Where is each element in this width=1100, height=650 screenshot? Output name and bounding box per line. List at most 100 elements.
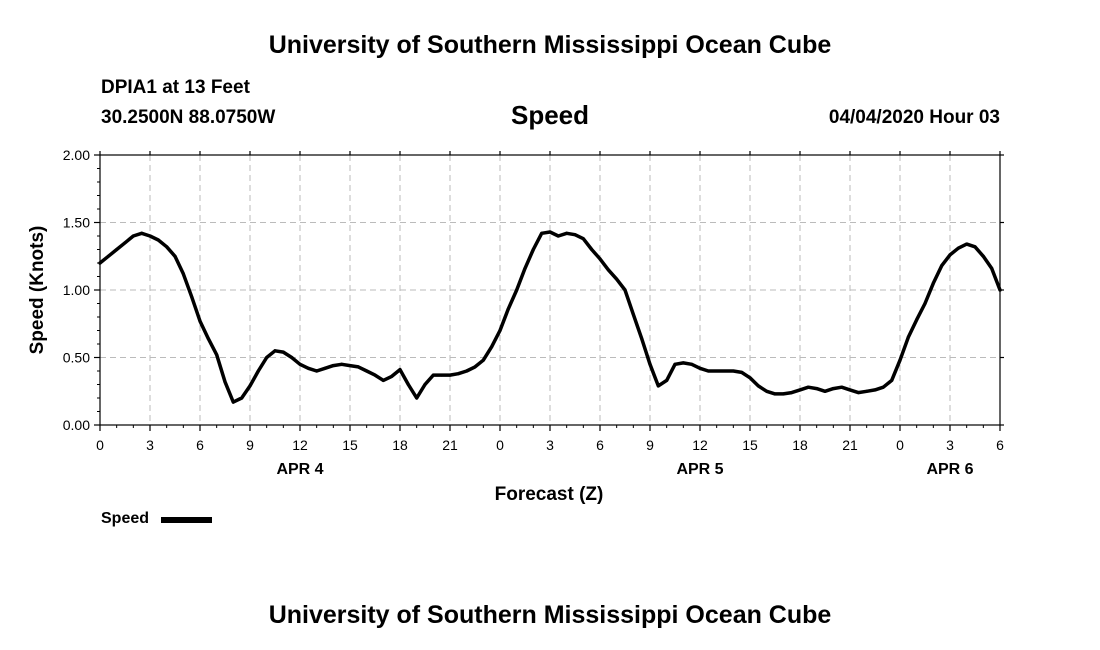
day-label: APR 4	[276, 461, 323, 478]
data-point	[890, 378, 894, 382]
data-point	[340, 362, 344, 366]
x-tick-label: 21	[842, 437, 858, 453]
data-point	[673, 362, 677, 366]
data-point	[123, 241, 127, 245]
data-point	[231, 400, 235, 404]
data-point	[606, 268, 610, 272]
data-point	[973, 245, 977, 249]
data-point	[381, 378, 385, 382]
day-label: APR 5	[676, 461, 723, 478]
data-point	[215, 353, 219, 357]
data-point	[640, 337, 644, 341]
day-label: APR 6	[926, 461, 973, 478]
y-tick-label: 1.50	[63, 215, 90, 231]
y-axis-title: Speed (Knots)	[27, 226, 48, 355]
data-point	[623, 288, 627, 292]
data-point	[406, 383, 410, 386]
data-point	[656, 384, 660, 388]
data-point	[515, 288, 519, 292]
grid-lines	[100, 155, 1000, 425]
data-point	[690, 362, 694, 366]
data-point	[998, 288, 1002, 292]
data-point	[873, 388, 877, 392]
y-tick-label: 2.00	[63, 147, 90, 163]
data-point	[898, 358, 902, 362]
data-point	[831, 387, 835, 391]
data-point	[390, 374, 394, 378]
bottom-title: University of Southern Mississippi Ocean…	[268, 601, 832, 629]
data-point	[415, 396, 419, 400]
data-point	[773, 392, 777, 396]
data-point	[198, 319, 202, 323]
data-point	[815, 387, 819, 391]
x-tick-label: 12	[292, 437, 308, 453]
data-point	[490, 345, 494, 349]
data-point	[548, 230, 552, 234]
data-point	[681, 361, 685, 365]
x-tick-label: 12	[692, 437, 708, 453]
y-tick-label: 1.00	[63, 282, 90, 298]
x-tick-label: 9	[646, 437, 654, 453]
x-tick-label: 6	[596, 437, 604, 453]
data-point	[190, 295, 194, 299]
data-point	[156, 238, 160, 242]
data-point	[98, 261, 102, 265]
x-tick-label: 6	[996, 437, 1004, 453]
x-tick-label: 0	[496, 437, 504, 453]
data-point	[923, 302, 927, 305]
x-tick-label: 3	[146, 437, 154, 453]
data-point	[206, 337, 210, 341]
data-point	[423, 383, 427, 386]
data-point	[698, 366, 702, 370]
legend-swatch-speed	[161, 517, 212, 523]
data-point	[756, 384, 760, 388]
data-point	[331, 364, 335, 368]
data-point	[365, 369, 369, 373]
y-tick-label: 0.50	[63, 350, 90, 366]
x-tick-label: 9	[246, 437, 254, 453]
data-point	[798, 388, 802, 392]
data-point	[240, 396, 244, 400]
x-tick-label: 15	[342, 437, 358, 453]
top-title: University of Southern Mississippi Ocean…	[268, 31, 832, 59]
data-point	[931, 281, 935, 285]
y-tick-label: 0.00	[63, 417, 90, 433]
data-point	[740, 370, 744, 374]
data-point	[306, 366, 310, 370]
x-tick-label: 3	[546, 437, 554, 453]
data-point	[881, 385, 885, 389]
data-point	[940, 264, 944, 268]
x-tick-label: 18	[392, 437, 408, 453]
data-point	[665, 378, 669, 382]
data-point	[273, 349, 277, 353]
data-point	[956, 246, 960, 250]
data-point	[706, 369, 710, 373]
data-point	[290, 356, 294, 359]
data-point	[465, 369, 469, 373]
data-point	[790, 391, 794, 395]
data-point	[481, 358, 485, 362]
x-tick-label: 6	[196, 437, 204, 453]
data-point	[298, 362, 302, 366]
data-point	[856, 391, 860, 395]
data-point	[906, 335, 910, 339]
data-point	[498, 329, 502, 332]
data-point	[765, 389, 769, 393]
data-points	[98, 230, 1002, 404]
data-point	[373, 373, 377, 377]
data-point	[115, 248, 119, 251]
data-point	[473, 365, 477, 369]
data-point	[315, 369, 319, 373]
data-point	[131, 234, 135, 238]
data-point	[823, 389, 827, 393]
data-point	[448, 373, 452, 377]
data-point	[140, 231, 144, 235]
data-point	[398, 368, 402, 372]
data-point	[281, 350, 285, 354]
data-point	[748, 376, 752, 380]
data-point	[540, 231, 544, 235]
data-point	[165, 245, 169, 249]
data-point	[356, 365, 360, 369]
axis-ticks	[94, 151, 1004, 431]
